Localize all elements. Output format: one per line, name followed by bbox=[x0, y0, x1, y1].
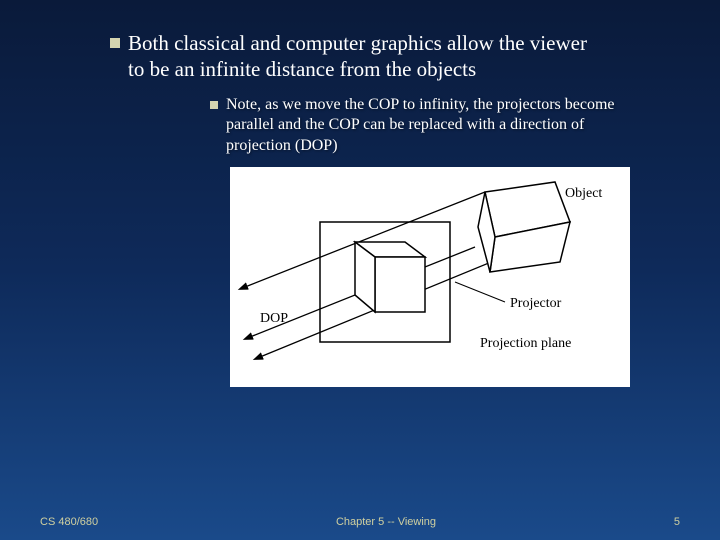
label-projector: Projector bbox=[510, 296, 562, 311]
label-object: Object bbox=[565, 186, 602, 201]
projection-diagram: Object Projector DOP Projection plane bbox=[230, 167, 630, 387]
label-dop: DOP bbox=[260, 311, 288, 326]
bullet-level-1: Both classical and computer graphics all… bbox=[110, 30, 670, 83]
slide-footer: CS 480/680 Chapter 5 -- Viewing 5 bbox=[0, 516, 720, 528]
footer-right: 5 bbox=[674, 516, 680, 528]
footer-center: Chapter 5 -- Viewing bbox=[98, 516, 674, 528]
bullet-square-icon bbox=[110, 38, 120, 48]
footer-left: CS 480/680 bbox=[40, 516, 98, 528]
bullet-square-icon bbox=[210, 101, 218, 109]
label-projection-plane: Projection plane bbox=[480, 336, 571, 351]
bullet-2-text: Note, as we move the COP to infinity, th… bbox=[226, 95, 646, 157]
bullet-1-text: Both classical and computer graphics all… bbox=[128, 30, 608, 83]
slide-content: Both classical and computer graphics all… bbox=[0, 0, 720, 387]
bullet-level-2: Note, as we move the COP to infinity, th… bbox=[210, 95, 670, 157]
